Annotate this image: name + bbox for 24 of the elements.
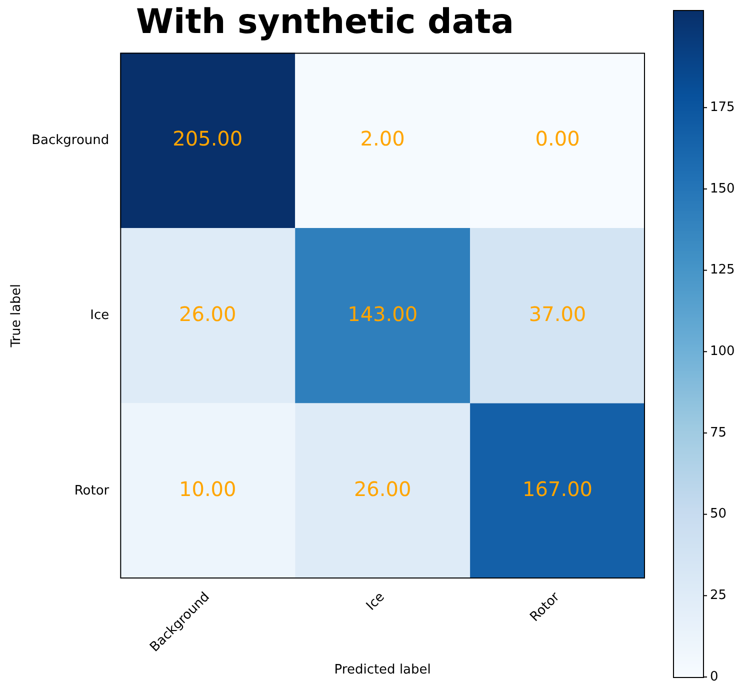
y-tick-label: Rotor bbox=[74, 483, 110, 498]
chart-title: With synthetic data bbox=[136, 2, 514, 42]
data-label: 143.00 bbox=[348, 302, 418, 326]
data-label: 26.00 bbox=[178, 302, 236, 326]
y-tick-label: Ice bbox=[90, 308, 110, 324]
data-label: 205.00 bbox=[172, 126, 243, 151]
y-tick-label: Background bbox=[32, 132, 110, 148]
data-label: 0.00 bbox=[535, 126, 580, 151]
x-axis-title: Predicted label bbox=[334, 662, 431, 678]
color-bar-label: 150 bbox=[710, 181, 735, 196]
color-bar-label: 0 bbox=[710, 669, 718, 684]
color-bar-label: 100 bbox=[710, 344, 735, 360]
data-label: 2.00 bbox=[360, 126, 405, 151]
data-label: 10.00 bbox=[178, 477, 236, 502]
color-bar-label: 75 bbox=[710, 425, 727, 440]
color-bar-label: 125 bbox=[710, 262, 735, 278]
data-label: 37.00 bbox=[528, 302, 586, 326]
color-bar-label: 25 bbox=[710, 588, 727, 604]
y-axis-title: True label bbox=[9, 284, 24, 348]
x-tick-label: Ice bbox=[364, 590, 388, 614]
data-label: 167.00 bbox=[522, 477, 593, 502]
color-bar-label: 50 bbox=[710, 506, 727, 522]
data-label: 26.00 bbox=[354, 477, 412, 502]
color-bar-label: 175 bbox=[710, 100, 735, 115]
